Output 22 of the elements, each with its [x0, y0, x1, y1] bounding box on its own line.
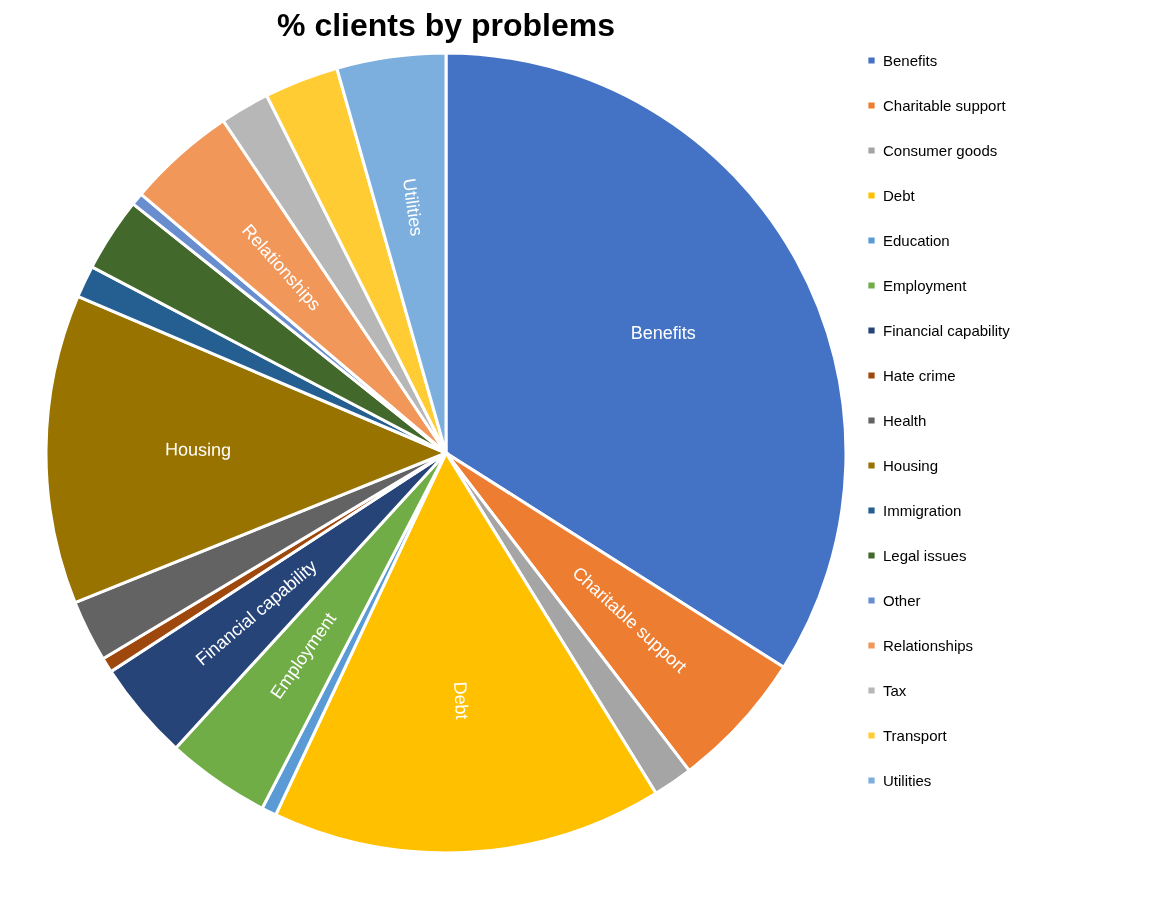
legend-label: Health: [883, 411, 927, 429]
legend-label: Tax: [883, 681, 907, 699]
chart-title: % clients by problems: [277, 7, 615, 43]
legend-label: Relationships: [883, 636, 974, 654]
legend-label: Consumer goods: [883, 141, 998, 159]
legend-label: Hate crime: [883, 366, 956, 384]
data-label: Benefits: [630, 322, 696, 343]
legend-label: Immigration: [883, 501, 962, 519]
legend-label: Financial capability: [883, 321, 1011, 339]
legend-label: Other: [883, 591, 921, 609]
legend-label: Benefits: [883, 51, 938, 69]
legend-label: Utilities: [883, 771, 932, 789]
data-label: Debt: [449, 681, 473, 721]
data-label: Housing: [164, 439, 232, 460]
legend-label: Housing: [883, 456, 939, 474]
legend-label: Legal issues: [883, 546, 967, 564]
legend-label: Employment: [883, 276, 968, 294]
data-label: Utilities: [398, 177, 427, 238]
legend-label: Debt: [883, 186, 916, 204]
legend-label: Education: [883, 231, 950, 249]
legend-label: Transport: [883, 726, 948, 744]
legend-label: Charitable support: [883, 96, 1007, 114]
